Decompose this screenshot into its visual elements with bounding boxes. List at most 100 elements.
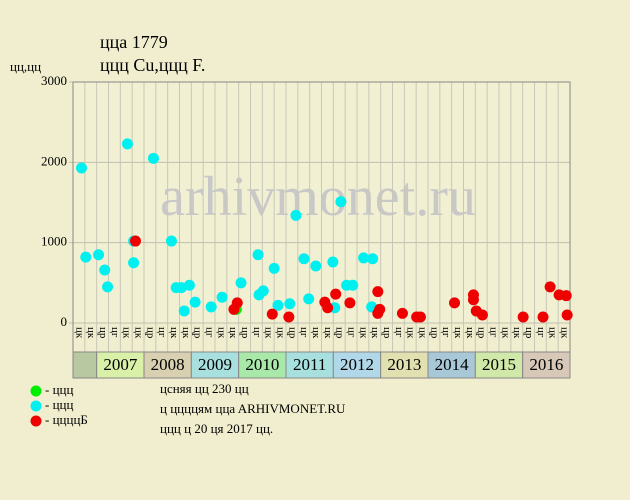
quarter-label: цг (156, 327, 168, 338)
data-point (121, 138, 133, 150)
legend-label: - ццц (45, 382, 73, 397)
data-point (372, 286, 384, 298)
quarter-label: цк (452, 327, 464, 339)
quarter-label: цк (417, 327, 429, 339)
year-label: 2009 (198, 355, 232, 374)
quarter-label: цг (298, 327, 310, 338)
y-tick-label: 3000 (41, 73, 67, 88)
quarter-label: цр (428, 327, 440, 339)
year-cell (143, 351, 192, 379)
data-point (189, 296, 201, 308)
year-label: 2010 (245, 355, 279, 374)
year-cell (190, 351, 240, 379)
data-point (266, 308, 278, 320)
data-point (283, 311, 295, 323)
year-cell-blank (72, 351, 98, 379)
data-point (216, 291, 228, 303)
data-point (183, 279, 195, 291)
plot-frame (72, 81, 571, 379)
data-point (80, 251, 92, 263)
data-point (272, 299, 284, 311)
year-cell (380, 351, 429, 379)
quarter-label: цк (180, 327, 192, 339)
data-point (367, 253, 379, 265)
legend-label: - ццц (45, 397, 73, 412)
year-label: 2012 (340, 355, 374, 374)
quarter-label: цк (263, 327, 275, 339)
quarter-label: цр (523, 327, 535, 339)
data-point (322, 302, 334, 314)
watermark: arhivmonet.ru (160, 166, 476, 228)
data-point (330, 288, 342, 300)
data-point (467, 294, 479, 306)
chart-title: ццa 1779 (100, 32, 168, 52)
data-point (93, 249, 105, 261)
quarter-label: цк (73, 327, 85, 339)
data-point (128, 257, 140, 269)
quarter-label: цк (499, 327, 511, 339)
year-label: 2015 (482, 355, 516, 374)
quarter-label: цк (227, 327, 239, 339)
year-label: 2014 (435, 355, 470, 374)
quarter-label: цр (239, 327, 251, 339)
data-point (99, 264, 111, 276)
quarter-label: цк (511, 327, 523, 339)
year-label: 2011 (293, 355, 326, 374)
quarter-label: цг (346, 327, 358, 338)
data-point (231, 297, 243, 309)
year-label: 2016 (529, 355, 563, 374)
quarter-label: цк (215, 327, 227, 339)
data-point (344, 297, 356, 309)
data-point (372, 307, 384, 319)
data-point (303, 293, 315, 305)
quarter-label: цг (535, 327, 547, 338)
y-tick-label: 0 (61, 314, 68, 329)
data-point (561, 309, 573, 321)
quarter-label: цг (204, 327, 216, 338)
quarter-label: цр (97, 327, 109, 339)
data-point (205, 301, 217, 313)
data-point (235, 277, 247, 289)
year-label: 2013 (387, 355, 421, 374)
year-label: 2007 (103, 355, 138, 374)
quarter-label: цк (369, 327, 381, 339)
data-point (178, 305, 190, 317)
quarter-label: цк (464, 327, 476, 339)
quarter-label: цк (559, 327, 571, 339)
data-point (298, 253, 310, 265)
data-point (327, 256, 339, 268)
legend-label: - ццццБ (45, 412, 88, 427)
chart-subtitle: ццц Cu,ццц F. (100, 55, 205, 75)
y-tick-label: 2000 (41, 153, 67, 168)
quarter-label: цг (488, 327, 500, 338)
quarter-label: цр (334, 327, 346, 339)
quarter-label: цк (547, 327, 559, 339)
data-point (257, 285, 269, 297)
data-point (517, 311, 529, 323)
data-point (544, 281, 556, 293)
year-label: 2008 (151, 355, 185, 374)
y-tick-label: 1000 (41, 234, 67, 249)
data-point (335, 196, 347, 208)
legend-marker (30, 385, 42, 397)
legend-marker (30, 415, 42, 427)
data-point (129, 235, 141, 247)
data-point (414, 311, 426, 323)
data-point (290, 209, 302, 221)
year-cell (96, 351, 145, 379)
data-point (358, 252, 370, 264)
year-cell (332, 351, 382, 379)
quarter-label: цк (405, 327, 417, 339)
quarter-label: цк (310, 327, 322, 339)
quarter-label: цк (322, 327, 334, 339)
quarter-label: цк (275, 327, 287, 339)
quarter-label: цр (144, 327, 156, 339)
quarter-label: цг (393, 327, 405, 338)
quarter-label: цг (440, 327, 452, 338)
data-point (147, 152, 159, 164)
y-axis-label: цц,цц (10, 59, 41, 74)
data-point (268, 262, 280, 274)
quarter-label: цк (357, 327, 369, 339)
quarter-label: цр (192, 327, 204, 339)
